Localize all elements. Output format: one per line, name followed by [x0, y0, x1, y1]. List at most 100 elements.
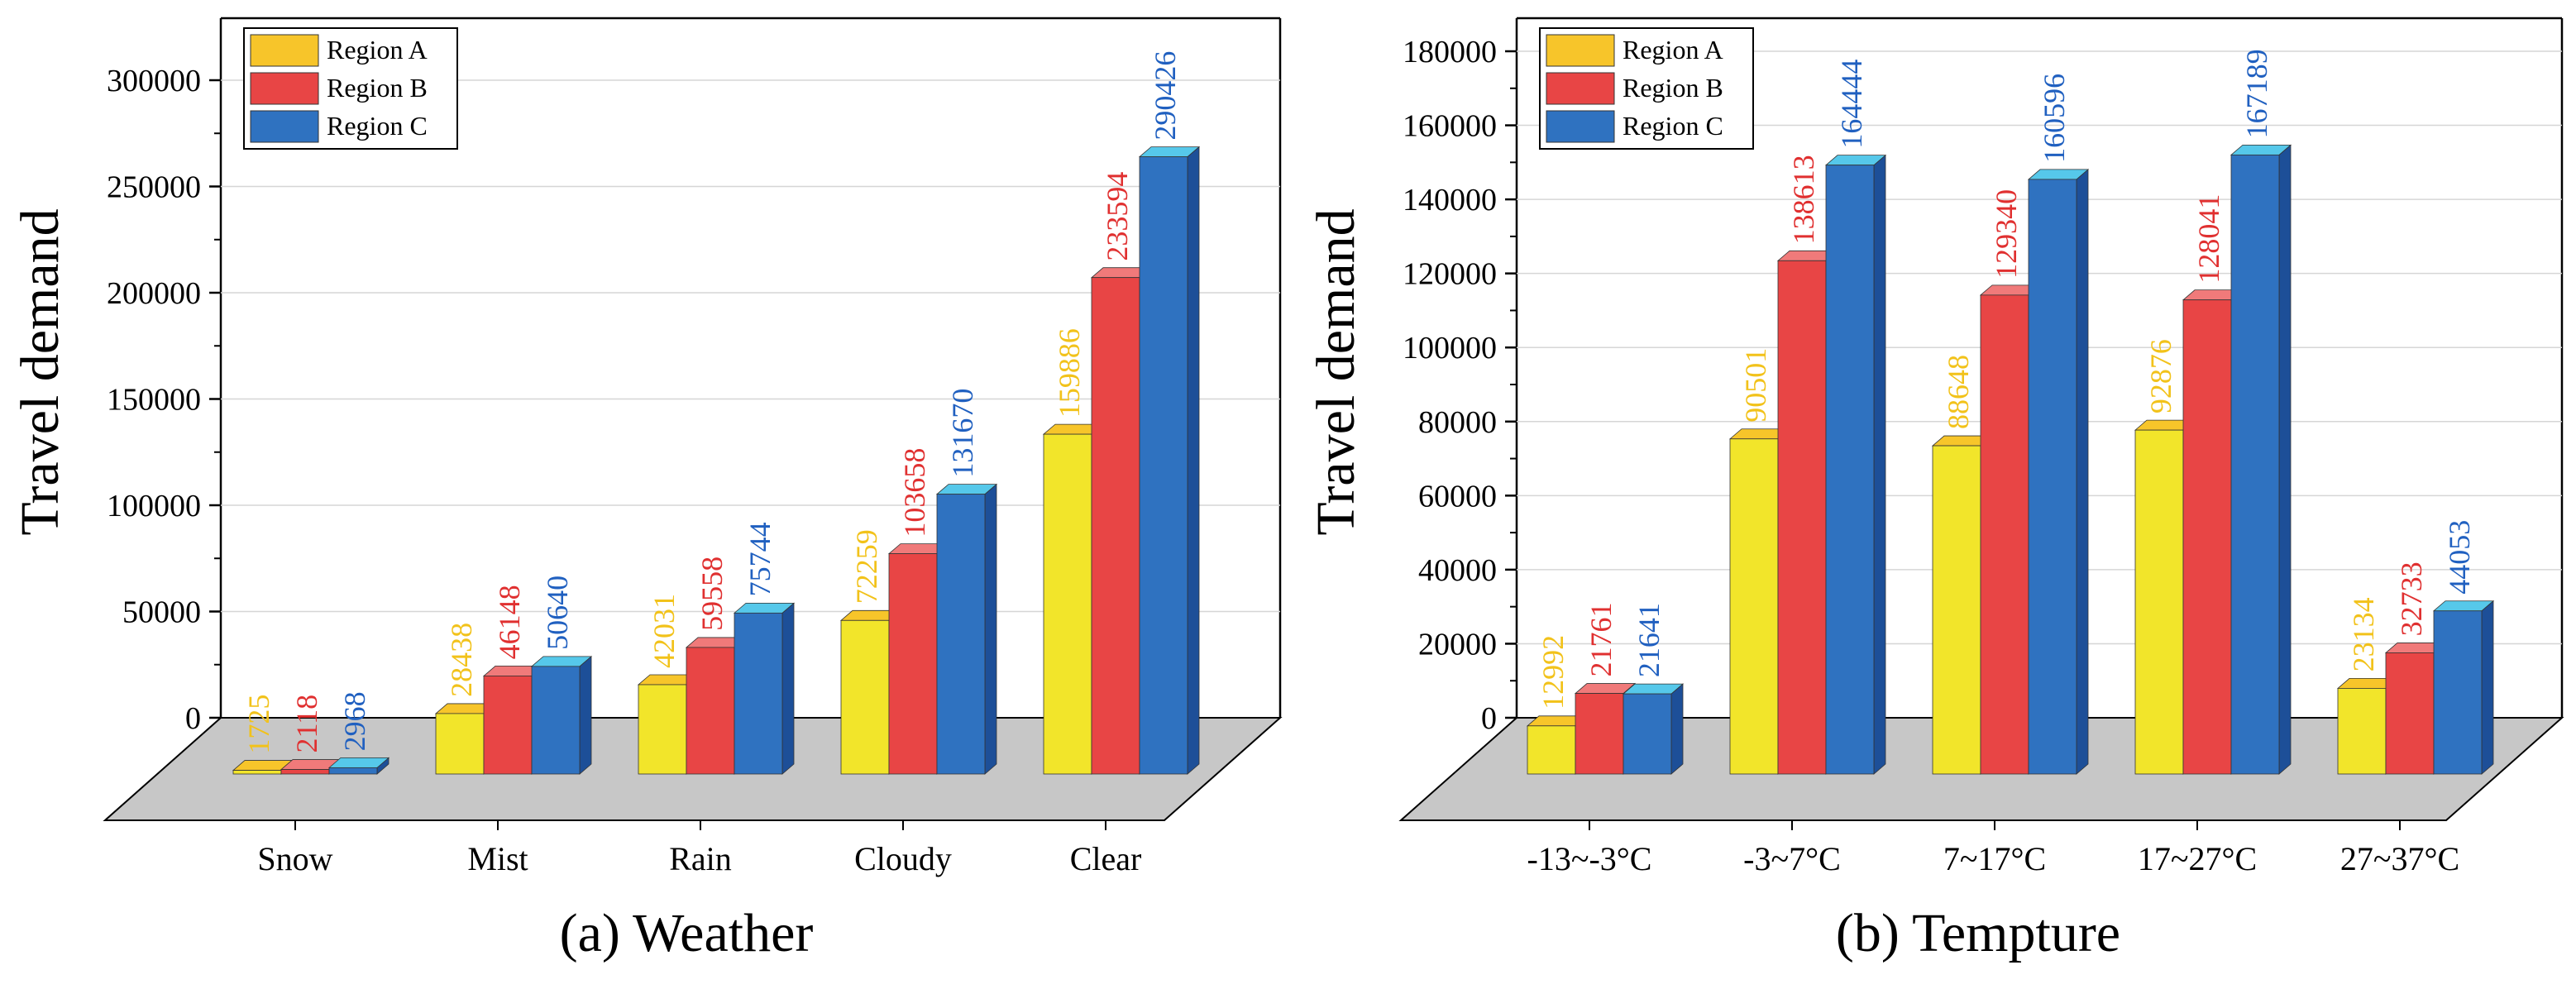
- chart-panel-weather: 0 50000 100000 150000 200000 250000 300000 Snow…: [10, 17, 1283, 963]
- y-tick-label: 300000: [107, 64, 201, 98]
- bar-side: [1187, 146, 1200, 775]
- bar: [638, 684, 687, 775]
- x-tick-label: -3~7°C: [1743, 840, 1841, 877]
- bar-side: [1873, 154, 1886, 775]
- data-label: 233594: [1101, 172, 1134, 261]
- bar: [1091, 277, 1140, 775]
- data-label: 44053: [2443, 520, 2476, 595]
- data-label: 46148: [493, 585, 526, 659]
- y-tick-label: 120000: [1403, 257, 1497, 292]
- bar: [1932, 445, 1981, 775]
- bar: [1527, 725, 1576, 775]
- chart-title: (a) Weather: [560, 903, 814, 963]
- x-tick-label: Mist: [467, 840, 528, 877]
- legend-label: Region C: [1623, 111, 1723, 141]
- data-label: 138613: [1787, 155, 1820, 244]
- legend: Region A Region B Region C: [1539, 27, 1754, 150]
- y-tick-label: 140000: [1403, 183, 1497, 217]
- data-label: 12992: [1537, 635, 1570, 710]
- bar: [1980, 294, 2029, 775]
- y-axis-label: Travel demand: [10, 208, 70, 535]
- bar: [531, 666, 581, 775]
- bar-side: [1670, 683, 1684, 775]
- bar: [483, 675, 533, 775]
- chart-title: (b) Tempture: [1836, 903, 2120, 963]
- bar: [1043, 433, 1092, 775]
- chart-panel-temperature: 0 20000 40000 60000 80000 100000 120000 140000 1…: [1306, 17, 2564, 963]
- bar: [936, 494, 986, 775]
- bar: [232, 770, 282, 775]
- bar: [2433, 610, 2483, 775]
- legend-swatch: [250, 110, 319, 143]
- data-label: 128041: [2192, 194, 2225, 284]
- data-label: 75744: [743, 522, 777, 596]
- y-tick-label: 100000: [107, 489, 201, 523]
- y-tick-label: 100000: [1403, 331, 1497, 366]
- data-label: 103658: [898, 448, 931, 538]
- x-tick-label: 27~37°C: [2340, 840, 2459, 877]
- bar: [328, 767, 378, 775]
- data-label: 28438: [445, 623, 478, 697]
- bar: [2182, 299, 2232, 775]
- legend-label: Region C: [327, 111, 428, 141]
- y-tick-label: 50000: [122, 595, 201, 630]
- bar: [840, 619, 890, 775]
- y-tick-label: 250000: [107, 170, 201, 205]
- bar: [2134, 429, 2184, 775]
- bar: [2028, 179, 2077, 775]
- legend-swatch: [1546, 110, 1615, 143]
- bar: [1139, 156, 1188, 775]
- y-tick-label: 180000: [1403, 35, 1497, 69]
- bar: [888, 553, 938, 775]
- bar: [2385, 652, 2435, 775]
- bar: [2230, 154, 2280, 775]
- legend-swatch: [250, 72, 319, 105]
- bar: [280, 769, 330, 775]
- bar: [2337, 688, 2387, 775]
- data-label: 59558: [695, 557, 729, 631]
- legend-label: Region A: [1623, 35, 1723, 64]
- x-tick-label: -13~-3°C: [1527, 840, 1652, 877]
- bar-side: [984, 483, 997, 775]
- data-label: 159886: [1053, 328, 1086, 418]
- data-label: 90501: [1739, 348, 1772, 423]
- bar-side: [2278, 144, 2292, 775]
- legend-swatch: [250, 34, 319, 67]
- y-tick-label: 200000: [107, 276, 201, 311]
- x-tick-label: Cloudy: [854, 840, 952, 877]
- bar: [686, 647, 735, 775]
- x-tick-label: 17~27°C: [2138, 840, 2257, 877]
- data-label: 42031: [648, 594, 681, 668]
- bar-side: [579, 655, 592, 775]
- data-label: 50640: [541, 576, 574, 650]
- bar: [1575, 693, 1624, 775]
- y-tick-label: 80000: [1418, 405, 1497, 440]
- data-label: 21761: [1584, 603, 1618, 677]
- y-tick-label: 0: [1481, 701, 1497, 736]
- y-tick-label: 20000: [1418, 627, 1497, 662]
- legend-label: Region A: [327, 35, 428, 64]
- bar: [1729, 438, 1779, 775]
- data-label: 1725: [242, 695, 275, 754]
- data-label: 23134: [2347, 597, 2380, 671]
- x-tick-label: Rain: [669, 840, 732, 877]
- data-label: 129340: [1990, 189, 2023, 279]
- legend-label: Region B: [327, 73, 428, 103]
- bar: [1777, 260, 1827, 775]
- x-tick-label: 7~17°C: [1943, 840, 2046, 877]
- y-axis-label: Travel demand: [1306, 208, 1366, 535]
- data-label: 92876: [2144, 339, 2177, 413]
- legend-label: Region B: [1623, 73, 1723, 103]
- bar: [1623, 693, 1672, 775]
- bar: [734, 612, 783, 775]
- legend-swatch: [1546, 34, 1615, 67]
- bar-side: [2076, 169, 2089, 775]
- data-label: 164444: [1835, 60, 1868, 149]
- data-label: 21641: [1632, 603, 1666, 677]
- bar-side: [2481, 600, 2494, 775]
- data-label: 290426: [1149, 51, 1182, 141]
- y-tick-label: 40000: [1418, 553, 1497, 588]
- bar-side: [781, 602, 795, 775]
- data-label: 2118: [290, 695, 323, 753]
